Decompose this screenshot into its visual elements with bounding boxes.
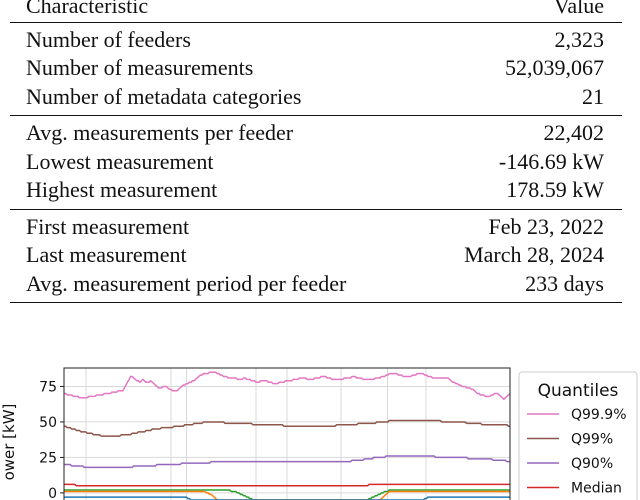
series-line-0 [64, 371, 511, 401]
table-row: Avg. measurements per feeder 22,402 [10, 115, 622, 148]
legend-entry-label: Median [571, 481, 622, 497]
plot-frame [63, 367, 511, 500]
row-label: Lowest measurement [26, 148, 214, 174]
row-value: 178.59 kW [424, 176, 622, 210]
stats-table-body: Characteristic Value Number of feeders 2… [10, 0, 622, 303]
table-row: Number of measurements 52,039,067 [10, 54, 622, 83]
legend-box [518, 371, 638, 500]
chart-legend: Quantiles Q99.9% Q99% Q90% Median [518, 371, 638, 500]
column-header-characteristic: Characteristic [10, 0, 425, 23]
chart-series-lines [64, 371, 511, 500]
legend-title: Quantiles [538, 381, 619, 401]
table-row: First measurement Feb 23, 2022 [10, 208, 622, 241]
series-line-5 [64, 490, 510, 500]
row-value: 2,323 [424, 21, 622, 54]
chart-gridlines [64, 368, 510, 500]
legend-entry-label: Q99% [571, 432, 613, 448]
y-axis-label: ower [kW] [0, 404, 18, 481]
chart-svg: 0 25 50 75 ower [kW] Quantiles Q99.9% Q99% Q9… [0, 367, 638, 500]
series-line-4 [64, 489, 510, 500]
series-line-3 [64, 483, 510, 487]
column-header-value: Value [424, 0, 622, 23]
y-tick-label: 75 [39, 379, 57, 395]
table-row: Number of metadata categories 21 [10, 82, 622, 116]
y-axis-ticks: 0 25 50 75 [39, 379, 64, 500]
row-value: 22,402 [424, 115, 622, 148]
y-tick-label: 0 [48, 486, 57, 500]
row-label: First measurement [10, 208, 425, 241]
table-header-row: Characteristic Value [10, 0, 622, 23]
table-row: Avg. measurement period per feeder 233 d… [10, 269, 622, 303]
legend-entry-label: Q99.9% [571, 407, 627, 423]
row-label: Number of feeders [10, 21, 425, 54]
quantile-line-chart: 0 25 50 75 ower [kW] Quantiles Q99.9% Q99% Q9… [0, 360, 640, 500]
table-row: Last measurement March 28, 2024 [10, 241, 622, 270]
table-row: Number of feeders 2,323 [10, 21, 622, 54]
series-line-6 [64, 496, 510, 500]
row-value: 21 [424, 82, 622, 116]
row-label: Number of metadata categories [10, 82, 425, 116]
series-line-1 [64, 419, 510, 437]
legend-entry-label: Q90% [571, 456, 613, 472]
y-tick-label: 50 [39, 415, 57, 431]
series-line-2 [64, 455, 510, 469]
row-label: Last measurement [26, 242, 187, 267]
table-row: Lowest measurement -146.69 kW [10, 148, 622, 177]
row-value: Feb 23, 2022 [424, 208, 622, 241]
table-row: Highest measurement 178.59 kW [10, 176, 622, 210]
row-value: -146.69 kW [498, 148, 604, 174]
row-label: Avg. measurement period per feeder [10, 269, 425, 303]
dataset-statistics-table: Characteristic Value Number of feeders 2… [10, 0, 622, 303]
row-value: 52,039,067 [505, 55, 604, 80]
row-label: Avg. measurements per feeder [10, 115, 425, 148]
row-label: Number of measurements [26, 55, 254, 80]
row-value: 233 days [424, 269, 622, 303]
row-label: Highest measurement [10, 176, 425, 210]
y-tick-label: 25 [39, 450, 57, 466]
row-value: March 28, 2024 [464, 242, 604, 267]
